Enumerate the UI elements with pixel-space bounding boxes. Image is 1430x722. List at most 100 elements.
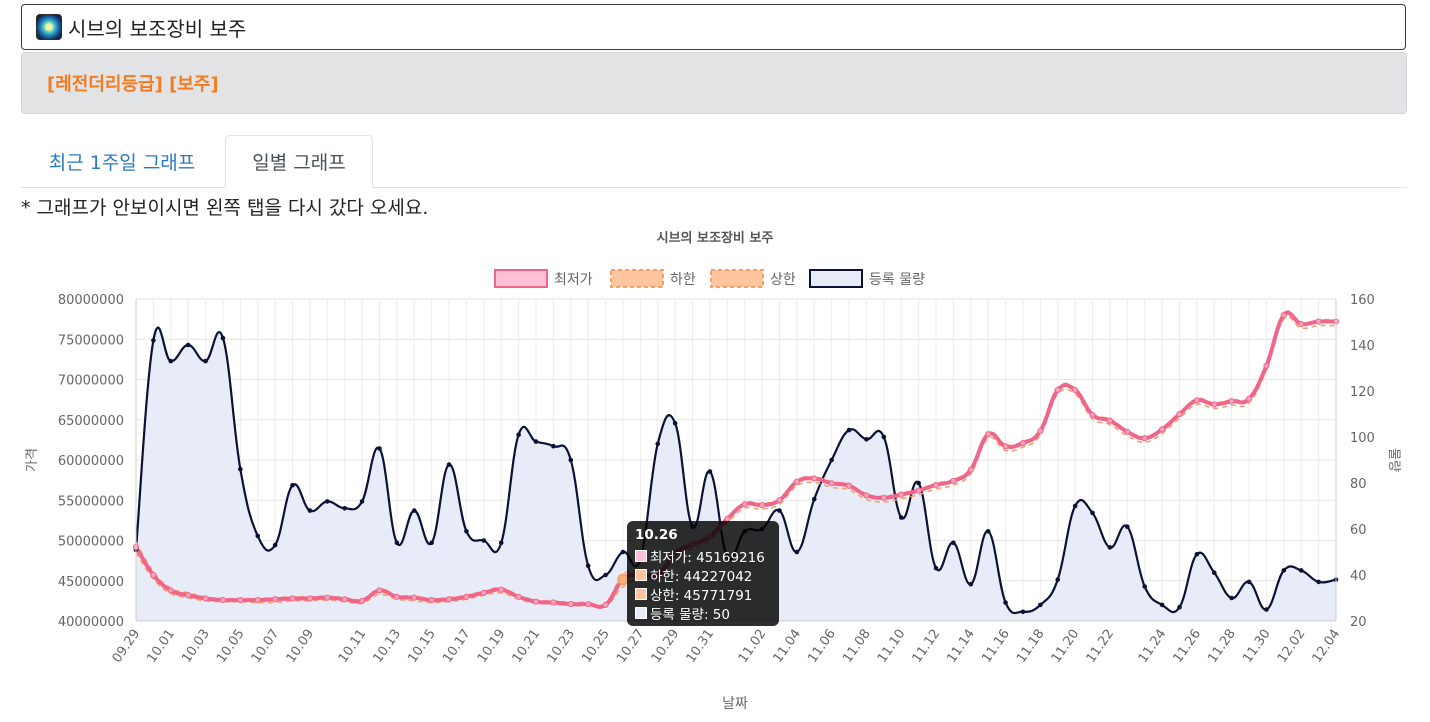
reload-notice: * 그래프가 안보이시면 왼쪽 탭을 다시 갔다 오세요. bbox=[21, 197, 429, 219]
y-tick-label: 55000000 bbox=[58, 494, 124, 509]
volume-point bbox=[864, 437, 869, 442]
tooltip-swatch bbox=[635, 606, 647, 619]
orb-gem-icon bbox=[36, 14, 62, 40]
min-price-point bbox=[950, 477, 957, 485]
min-price-point bbox=[828, 480, 835, 487]
min-price-point bbox=[1072, 386, 1079, 394]
min-price-point bbox=[1245, 395, 1253, 402]
volume-point bbox=[1246, 579, 1252, 585]
tooltip-min-price: 최저가: 45169216 bbox=[650, 549, 765, 566]
min-price-point bbox=[306, 595, 314, 602]
x-tick-label: 11.24 bbox=[1136, 627, 1170, 666]
x-tick-label: 10.25 bbox=[579, 627, 613, 666]
x-tick-label: 12.04 bbox=[1310, 627, 1344, 666]
x-tick-label: 11.18 bbox=[1014, 627, 1048, 666]
tooltip-date: 10.26 bbox=[635, 527, 678, 543]
volume-point bbox=[342, 506, 347, 511]
volume-point bbox=[203, 358, 208, 364]
min-price-point bbox=[1176, 411, 1183, 418]
legend-label: 상한 bbox=[770, 272, 796, 288]
volume-point bbox=[1264, 607, 1269, 612]
min-price-point bbox=[150, 572, 157, 579]
x-tick-label: 10.09 bbox=[284, 627, 318, 666]
y-tick-label: 75000000 bbox=[58, 333, 124, 348]
x-tick-label: 11.26 bbox=[1171, 627, 1205, 666]
volume-point bbox=[516, 432, 521, 437]
min-price-point bbox=[428, 596, 435, 604]
volume-point bbox=[1038, 602, 1043, 608]
volume-point bbox=[151, 338, 156, 343]
series-lower-line bbox=[135, 316, 1337, 609]
x-tick-label: 10.27 bbox=[614, 627, 648, 666]
min-price-point bbox=[1263, 362, 1270, 369]
min-price-point bbox=[515, 593, 522, 600]
min-price-point bbox=[219, 596, 227, 604]
volume-point bbox=[881, 434, 887, 440]
min-price-point bbox=[254, 596, 261, 604]
tooltip-upper: 상한: 45771791 bbox=[650, 587, 753, 604]
min-price-point bbox=[602, 601, 609, 608]
volume-point bbox=[1298, 568, 1304, 573]
y2-tick-label: 160 bbox=[1350, 293, 1375, 308]
volume-point bbox=[533, 439, 539, 444]
chart-y2-axis-label: 물량 bbox=[1386, 448, 1401, 472]
min-price-point bbox=[1228, 398, 1235, 405]
min-price-point bbox=[1193, 397, 1200, 404]
volume-point bbox=[1177, 604, 1182, 610]
volume-point bbox=[1055, 577, 1061, 582]
chart-points bbox=[132, 312, 1340, 615]
x-tick-label: 10.31 bbox=[684, 627, 718, 666]
volume-point bbox=[777, 508, 782, 513]
tab-daily-graph[interactable]: 일별 그래프 bbox=[225, 135, 373, 188]
tooltip-row-volume: 등록 물량: 50 bbox=[635, 603, 771, 623]
series-min-price-line bbox=[134, 310, 1337, 609]
volume-point bbox=[238, 466, 243, 472]
x-tick-label: 11.14 bbox=[944, 627, 978, 666]
volume-point bbox=[811, 496, 817, 502]
x-tick-label: 10.11 bbox=[336, 627, 370, 666]
volume-point bbox=[707, 469, 713, 474]
volume-point bbox=[1194, 552, 1200, 557]
volume-point bbox=[1107, 545, 1113, 550]
x-tick-label: 10.05 bbox=[214, 627, 248, 666]
volume-point bbox=[168, 358, 174, 364]
x-tick-label: 11.30 bbox=[1240, 627, 1274, 666]
y2-tick-label: 140 bbox=[1350, 339, 1375, 354]
tab-weekly-graph[interactable]: 최근 1주일 그래프 bbox=[48, 151, 196, 174]
x-tick-label: 11.12 bbox=[910, 627, 944, 666]
y2-tick-label: 20 bbox=[1350, 615, 1367, 630]
min-price-point bbox=[445, 596, 453, 603]
min-price-point bbox=[1315, 318, 1322, 325]
y2-tick-label: 60 bbox=[1350, 523, 1367, 538]
x-tick-label: 10.21 bbox=[510, 627, 544, 666]
volume-point bbox=[1090, 510, 1095, 516]
item-grade-label: [레전더리등급] [보주] bbox=[47, 74, 219, 95]
volume-point bbox=[1003, 600, 1008, 605]
price-chart[interactable]: 80000000 75000000 70000000 65000000 60000000… bbox=[0, 222, 1430, 722]
volume-point bbox=[411, 508, 417, 513]
volume-point bbox=[1159, 602, 1165, 608]
x-tick-label: 10.15 bbox=[405, 627, 439, 666]
volume-point bbox=[446, 462, 452, 467]
legend-swatch bbox=[710, 269, 764, 288]
min-price-point bbox=[289, 595, 296, 602]
volume-point bbox=[846, 427, 852, 433]
x-tick-label: 10.23 bbox=[544, 627, 578, 666]
min-price-point bbox=[411, 594, 418, 601]
volume-point bbox=[1229, 595, 1234, 601]
x-tick-label: 11.28 bbox=[1205, 627, 1239, 666]
volume-point bbox=[951, 540, 956, 546]
tooltip-row-upper: 상한: 45771791 bbox=[635, 584, 771, 604]
legend-label: 하한 bbox=[670, 272, 696, 288]
volume-point bbox=[498, 540, 504, 546]
min-price-point bbox=[1002, 443, 1009, 450]
chart-y-axis-label: 가격 bbox=[25, 448, 40, 472]
legend-label: 등록 물량 bbox=[869, 272, 925, 288]
min-price-point bbox=[845, 482, 853, 489]
min-price-point bbox=[898, 491, 905, 498]
volume-point bbox=[1072, 503, 1078, 509]
min-price-point bbox=[1054, 386, 1061, 394]
min-price-point bbox=[376, 587, 383, 594]
min-price-point bbox=[1141, 435, 1148, 442]
min-price-point bbox=[967, 466, 974, 473]
